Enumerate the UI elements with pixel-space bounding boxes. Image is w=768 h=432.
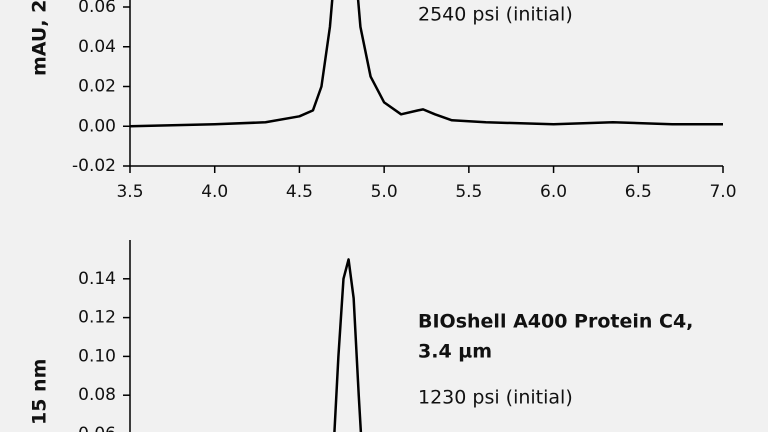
x-tick-label: 5.5 — [455, 182, 482, 202]
x-tick-label: 6.0 — [540, 182, 567, 202]
y-tick-label: 0.02 — [78, 77, 116, 97]
y-axis-label: mAU, 2 — [29, 0, 51, 76]
x-tick-label: 7.0 — [709, 182, 736, 202]
x-tick-label: 6.5 — [625, 182, 652, 202]
y-tick-label: 0.04 — [78, 37, 116, 57]
annotation: BIOshell A400 Protein C4, — [418, 311, 693, 333]
x-tick-label: 5.0 — [371, 182, 398, 202]
x-tick-label: 4.0 — [201, 182, 228, 202]
chromatogram-line — [333, 258, 363, 432]
y-tick-label: 0.08 — [78, 385, 116, 405]
annotation: 3.4 µm — [418, 341, 492, 363]
x-tick-label: 4.5 — [286, 182, 313, 202]
annotation: 1230 psi (initial) — [418, 387, 573, 409]
y-tick-label: 0.00 — [78, 116, 116, 136]
annotation: 2540 psi (initial) — [418, 4, 573, 26]
y-tick-label: 0.06 — [78, 0, 116, 17]
y-tick-label: 0.12 — [78, 308, 116, 328]
chromatogram-line — [129, 0, 723, 128]
y-tick-label: -0.02 — [72, 156, 116, 176]
y-tick-label: 0.14 — [78, 269, 116, 289]
y-tick-label: 0.06 — [78, 424, 116, 432]
x-tick-label: 3.5 — [116, 182, 143, 202]
y-axis-label: 15 nm — [29, 359, 51, 425]
y-tick-label: 0.10 — [78, 346, 116, 366]
